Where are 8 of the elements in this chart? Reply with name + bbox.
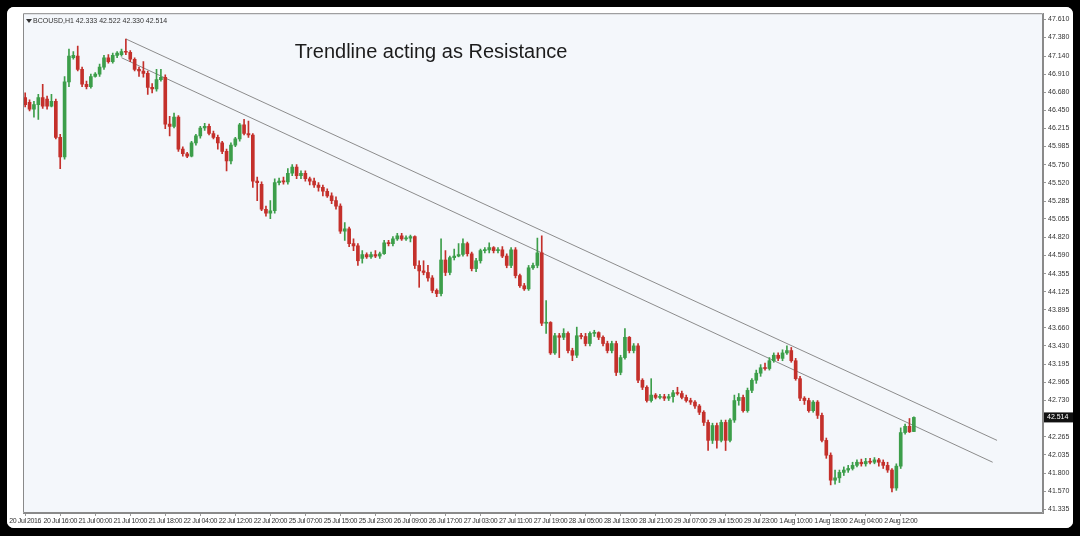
candlestick — [557, 333, 562, 358]
text: Trendline acting as Resistance — [294, 39, 568, 62]
candlestick — [649, 378, 654, 403]
candlestick — [833, 469, 837, 485]
candlestick — [202, 122, 207, 131]
candlestick — [544, 300, 548, 334]
candlestick — [846, 465, 851, 473]
candlestick — [342, 222, 347, 241]
